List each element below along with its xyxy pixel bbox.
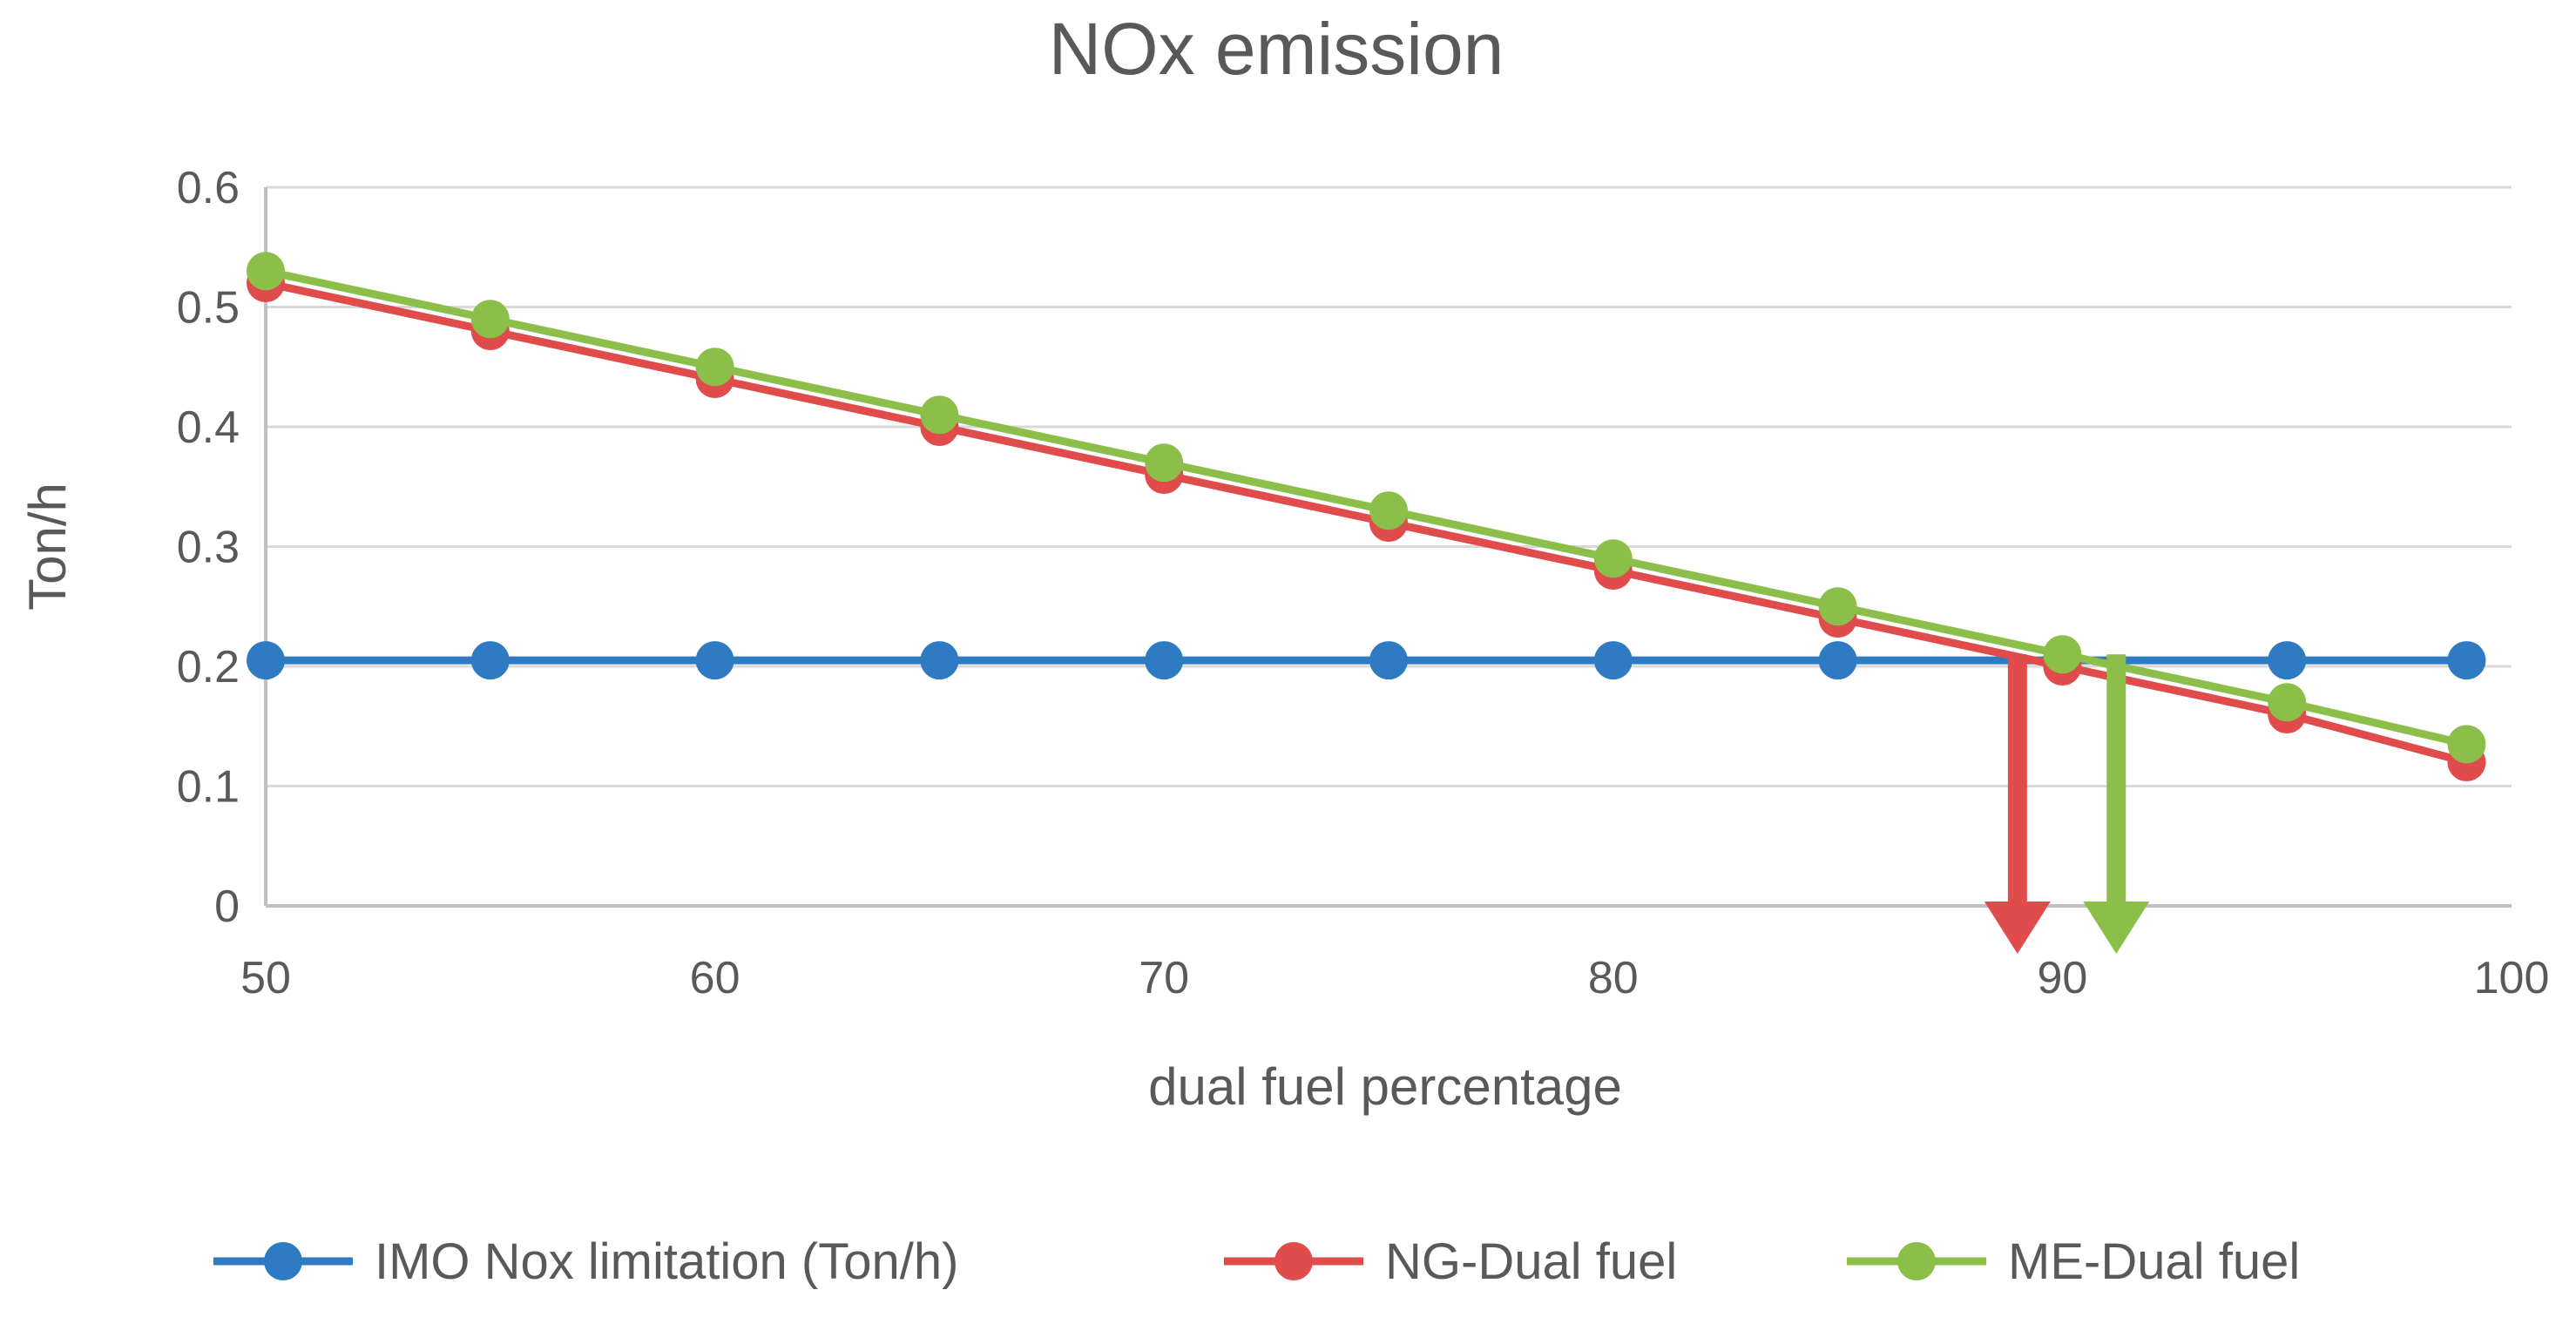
- data-point: [1818, 641, 1857, 680]
- x-axis-label: dual fuel percentage: [1148, 1057, 1622, 1116]
- data-point: [247, 641, 285, 680]
- legend-entry: IMO Nox limitation (Ton/h): [213, 1233, 958, 1290]
- chart-title: NOx emission: [1049, 8, 1504, 90]
- legend-label: NG-Dual fuel: [1385, 1233, 1677, 1290]
- series: [247, 252, 2486, 781]
- x-tick-label: 80: [1588, 953, 1639, 1003]
- data-point: [2268, 683, 2307, 722]
- y-ticks: 0 0.1 0.2 0.3 0.4 0.5 0.6: [177, 163, 240, 932]
- y-tick-label: 0.6: [177, 163, 240, 213]
- data-point: [1369, 641, 1408, 680]
- y-tick-label: 0: [214, 881, 240, 932]
- data-point: [1593, 539, 1633, 578]
- y-tick-label: 0.3: [177, 523, 240, 573]
- data-point: [2043, 635, 2082, 674]
- data-point: [1818, 587, 1857, 626]
- data-point: [1145, 641, 1184, 680]
- annotations: [1984, 654, 2150, 954]
- data-point: [2447, 725, 2486, 764]
- series-line: [261, 267, 2471, 748]
- series-2: [247, 252, 2486, 764]
- legend-swatch-marker: [1897, 1242, 1936, 1280]
- data-point: [695, 348, 734, 387]
- data-point: [1593, 641, 1633, 680]
- series-line: [261, 279, 2471, 767]
- legend-entry: ME-Dual fuel: [1847, 1233, 2300, 1290]
- x-tick-label: 60: [690, 953, 740, 1003]
- y-tick-label: 0.2: [177, 642, 240, 692]
- grid: [264, 186, 2512, 908]
- legend-entry: NG-Dual fuel: [1224, 1233, 1677, 1290]
- legend: IMO Nox limitation (Ton/h) NG-Dual fuel ME…: [213, 1233, 2300, 1290]
- x-tick-label: 70: [1139, 953, 1189, 1003]
- annotation-arrow: [1984, 654, 2051, 954]
- y-axis-label: Ton/h: [18, 483, 77, 611]
- data-point: [2447, 641, 2486, 680]
- data-point: [470, 641, 510, 680]
- x-tick-label: 90: [2037, 953, 2087, 1003]
- legend-swatch-marker: [1274, 1242, 1313, 1280]
- data-point: [2268, 641, 2307, 680]
- arrow-head: [2083, 902, 2150, 954]
- legend-label: IMO Nox limitation (Ton/h): [375, 1233, 958, 1290]
- x-tick-label: 100: [2474, 953, 2550, 1003]
- data-point: [247, 252, 285, 291]
- x-ticks: 50 60 70 80 90 100: [240, 953, 2549, 1003]
- data-point: [470, 300, 510, 339]
- y-tick-label: 0.4: [177, 402, 240, 453]
- arrow-head: [1984, 902, 2051, 954]
- y-tick-label: 0.1: [177, 762, 240, 813]
- data-point: [1369, 491, 1408, 530]
- data-point: [1145, 443, 1184, 483]
- y-tick-label: 0.5: [177, 283, 240, 334]
- data-point: [920, 641, 959, 680]
- data-point: [920, 395, 959, 435]
- legend-label: ME-Dual fuel: [2008, 1233, 2300, 1290]
- annotation-arrow: [2083, 654, 2150, 954]
- x-tick-label: 50: [240, 953, 291, 1003]
- legend-swatch-marker: [264, 1242, 302, 1280]
- data-point: [695, 641, 734, 680]
